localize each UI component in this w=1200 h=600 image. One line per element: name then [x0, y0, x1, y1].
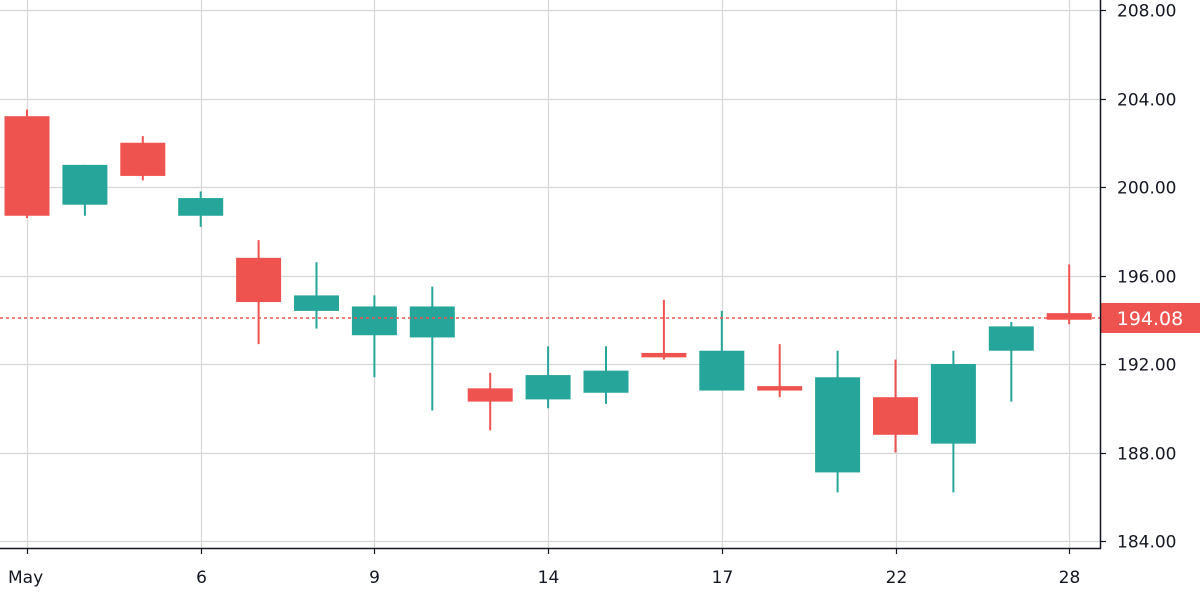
y-tick-label: 200.00 — [1117, 179, 1176, 199]
last-price-line: 194.08 — [0, 302, 1200, 333]
candle-body — [62, 164, 108, 205]
candle-up — [525, 346, 571, 409]
candle-up — [699, 310, 745, 391]
y-tick-label: 192.00 — [1117, 356, 1176, 376]
candle-body — [4, 116, 50, 216]
candle-down — [641, 299, 687, 360]
candle-down — [873, 359, 918, 453]
candle-body — [525, 375, 571, 400]
candle-body — [815, 377, 861, 473]
candle-up — [294, 262, 339, 329]
y-tick-label: 188.00 — [1117, 445, 1176, 465]
candle-body — [409, 306, 455, 338]
x-tick-label: May — [8, 568, 43, 588]
candle-up — [815, 350, 861, 493]
candle-down — [757, 344, 803, 398]
x-tick-label: 17 — [712, 568, 734, 588]
y-tick-label: 204.00 — [1117, 91, 1176, 111]
candle-body — [467, 388, 513, 402]
candle-body — [236, 257, 282, 303]
y-tick-label: 184.00 — [1117, 533, 1176, 553]
candle-up — [178, 191, 224, 227]
candle-body — [178, 198, 224, 216]
candle-up — [583, 346, 629, 404]
candle-up — [351, 295, 397, 378]
candle-down — [120, 136, 166, 181]
candle-down — [236, 240, 282, 345]
candle-up — [62, 164, 108, 216]
candle-body — [873, 397, 918, 435]
candle-body — [930, 364, 976, 444]
last-price-badge — [1100, 302, 1200, 333]
x-tick-label: 22 — [886, 568, 908, 588]
candle-up — [930, 350, 976, 493]
x-tick-label: 28 — [1059, 568, 1081, 588]
tick-labels: 184.00 188.00 192.00 196.00 200.00 204.00 208.… — [8, 2, 1176, 589]
candle-up — [988, 321, 1034, 402]
last-price-label: 194.08 — [1117, 308, 1183, 330]
candle-body — [294, 295, 339, 311]
candle-body — [351, 306, 397, 336]
candle-body — [757, 386, 803, 391]
y-tick-label: 196.00 — [1117, 268, 1176, 288]
x-tick-label: 14 — [538, 568, 560, 588]
candle-body — [1046, 313, 1092, 320]
grid-lines — [0, 0, 1100, 548]
candle-body — [988, 326, 1034, 351]
x-tick-label: 6 — [196, 568, 207, 588]
x-tick-label: 9 — [369, 568, 380, 588]
candle-down — [467, 372, 513, 431]
candle-body — [120, 142, 166, 176]
candles — [4, 109, 1092, 493]
axes — [0, 0, 1106, 554]
candle-body — [641, 352, 687, 358]
candle-up — [409, 286, 455, 411]
candle-body — [699, 350, 745, 391]
candle-down — [4, 109, 50, 218]
candle-body — [583, 370, 629, 393]
y-tick-label: 208.00 — [1117, 2, 1176, 22]
candle-down — [1046, 264, 1092, 325]
